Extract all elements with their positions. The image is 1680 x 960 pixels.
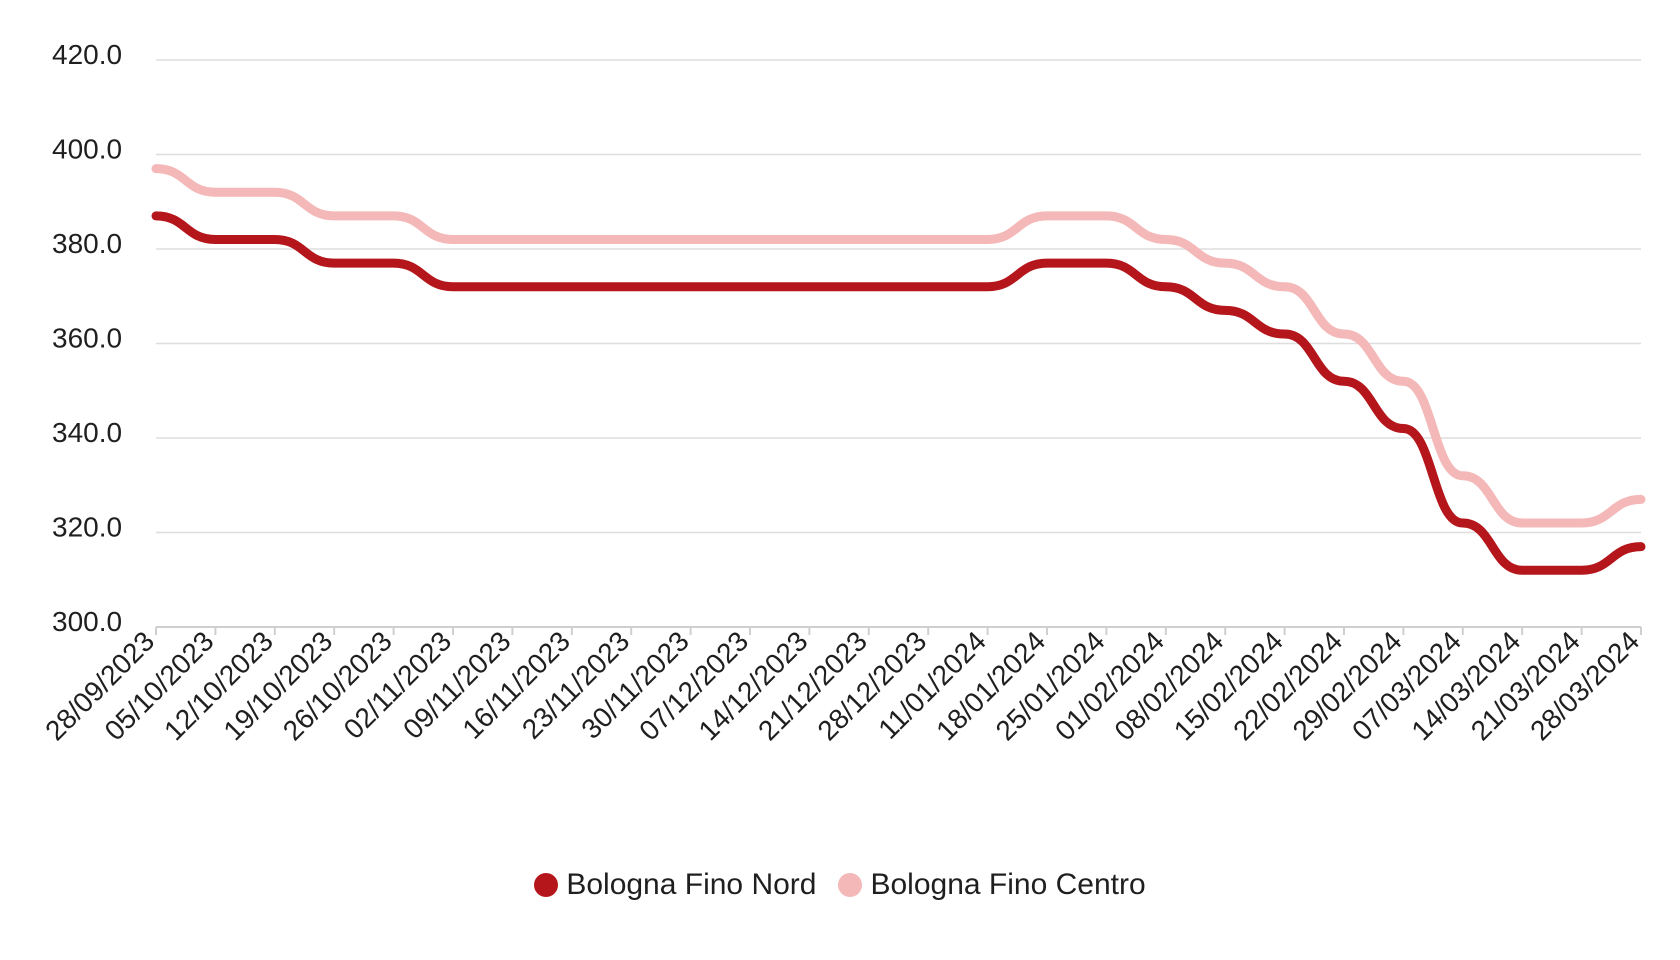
y-tick-label: 300.0	[52, 606, 122, 637]
y-tick-label: 400.0	[52, 134, 122, 165]
legend-item-series-2[interactable]: Bologna Fino Centro	[838, 868, 1146, 902]
y-tick-label: 320.0	[52, 512, 122, 543]
legend-label: Bologna Fino Centro	[870, 868, 1146, 901]
legend-marker-icon	[838, 873, 863, 897]
series-line-1	[151, 211, 1646, 575]
y-axis: 300.0 320.0 340.0 360.0 380.0 400.0 420.0	[52, 39, 122, 637]
series-line-2	[151, 164, 1646, 528]
series-lines	[151, 164, 1646, 575]
legend-item-series-1[interactable]: Bologna Fino Nord	[534, 868, 816, 902]
y-tick-label: 360.0	[52, 323, 122, 354]
legend-marker-icon	[534, 873, 559, 897]
y-tick-label: 420.0	[52, 39, 122, 70]
legend: Bologna Fino Nord Bologna Fino Centro	[0, 868, 1680, 902]
gridlines	[156, 59, 1641, 628]
y-tick-label: 340.0	[52, 417, 122, 448]
y-tick-label: 380.0	[52, 228, 122, 259]
x-axis: 28/09/202305/10/202312/10/202319/10/2023…	[39, 625, 1645, 746]
legend-label: Bologna Fino Nord	[566, 868, 817, 901]
